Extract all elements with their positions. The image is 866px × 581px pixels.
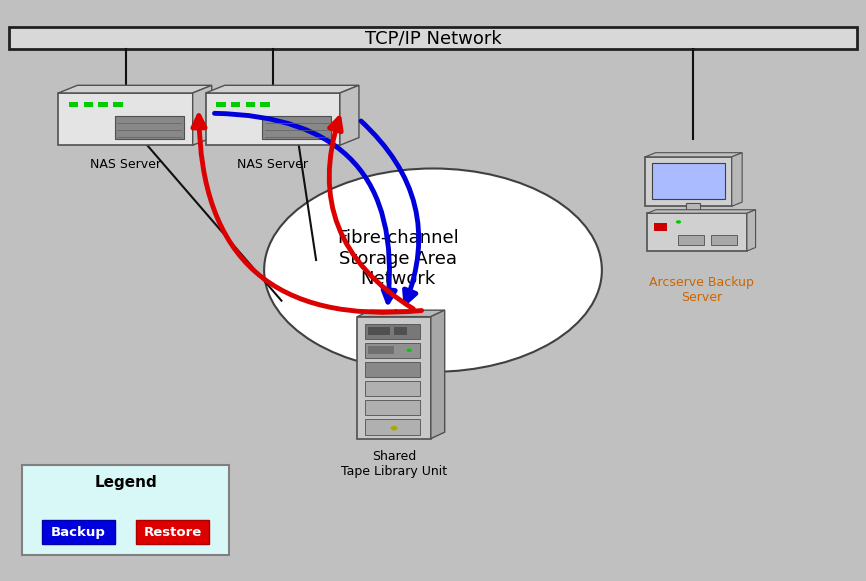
Bar: [395, 327, 408, 335]
Bar: [648, 213, 746, 251]
Bar: [206, 93, 339, 145]
Bar: [365, 362, 420, 377]
Bar: [98, 102, 107, 107]
Polygon shape: [358, 310, 445, 317]
Polygon shape: [192, 85, 211, 145]
Bar: [58, 93, 192, 145]
Polygon shape: [746, 210, 755, 251]
Bar: [9, 27, 857, 49]
Text: Legend: Legend: [94, 475, 157, 490]
Polygon shape: [648, 210, 755, 213]
Bar: [365, 419, 420, 435]
Ellipse shape: [264, 168, 602, 372]
Bar: [113, 102, 123, 107]
Bar: [365, 400, 420, 415]
Bar: [369, 327, 391, 335]
Bar: [365, 381, 420, 396]
Bar: [358, 317, 431, 439]
Bar: [22, 465, 229, 555]
Bar: [652, 163, 725, 199]
Bar: [114, 116, 184, 139]
Bar: [42, 520, 115, 544]
Polygon shape: [58, 85, 211, 93]
Text: Backup: Backup: [51, 526, 107, 539]
Bar: [369, 346, 395, 354]
Bar: [645, 157, 732, 206]
Bar: [136, 520, 210, 544]
Polygon shape: [732, 153, 742, 206]
Circle shape: [407, 349, 412, 352]
Polygon shape: [431, 310, 445, 439]
Text: Arcserve Backup
Server: Arcserve Backup Server: [649, 276, 754, 304]
Text: NAS Server: NAS Server: [237, 158, 308, 171]
Bar: [216, 102, 225, 107]
Bar: [68, 102, 78, 107]
Bar: [686, 203, 700, 212]
Circle shape: [676, 220, 681, 224]
Bar: [365, 343, 420, 358]
Bar: [365, 324, 420, 339]
Text: NAS Server: NAS Server: [90, 158, 161, 171]
Circle shape: [391, 426, 397, 431]
Bar: [83, 102, 93, 107]
Bar: [246, 102, 255, 107]
Bar: [711, 235, 737, 245]
Bar: [678, 235, 704, 245]
Bar: [655, 223, 668, 231]
Bar: [262, 116, 331, 139]
Text: TCP/IP Network: TCP/IP Network: [365, 30, 501, 47]
Polygon shape: [645, 153, 742, 157]
Polygon shape: [339, 85, 359, 145]
Text: Restore: Restore: [144, 526, 202, 539]
Text: Fibre-channel
Storage Area
Network: Fibre-channel Storage Area Network: [338, 229, 459, 288]
Bar: [230, 102, 241, 107]
Bar: [260, 102, 270, 107]
Polygon shape: [206, 85, 359, 93]
Text: Shared
Tape Library Unit: Shared Tape Library Unit: [341, 450, 447, 478]
